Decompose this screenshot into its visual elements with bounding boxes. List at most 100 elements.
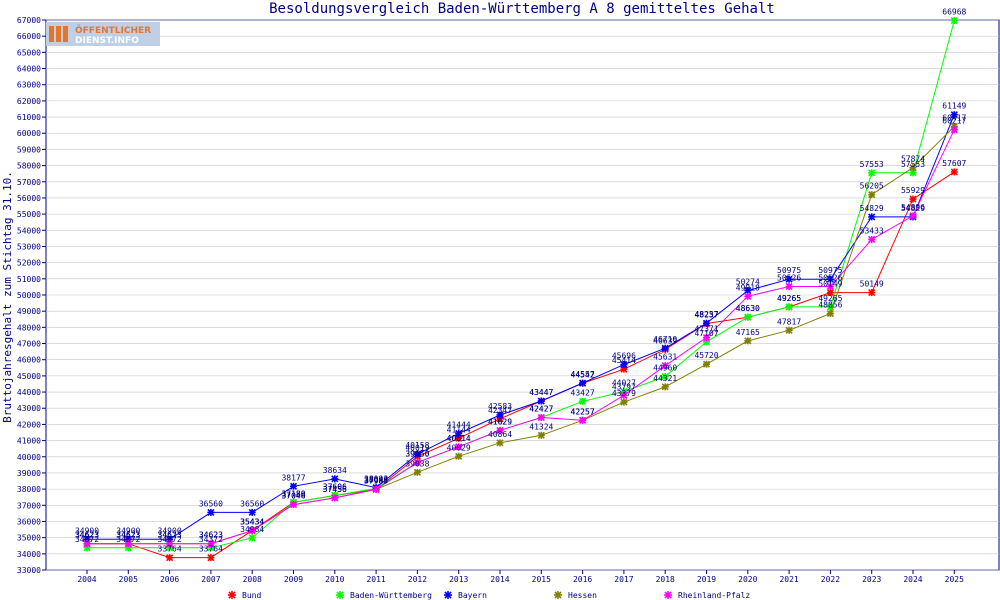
data-label: 48630 [736,304,760,313]
y-tick-label: 53000 [17,242,41,251]
data-point [909,169,917,177]
y-tick-label: 57000 [17,178,41,187]
svg-text:ÖFFENTLICHER: ÖFFENTLICHER [75,25,151,36]
data-point [620,391,628,399]
x-tick-label: 2013 [449,575,468,584]
data-point [868,169,876,177]
x-tick-label: 2009 [284,575,303,584]
data-label: 42257 [571,407,595,416]
y-tick-label: 34000 [17,550,41,559]
data-point [702,333,711,342]
data-label: 37046 [281,492,305,501]
data-label: 42257 [571,407,595,416]
data-point [166,554,174,562]
x-tick-label: 2019 [697,575,716,584]
data-point [826,275,834,283]
y-tick-label: 48000 [17,323,41,332]
data-point [868,191,876,199]
data-point [455,452,463,460]
svg-text:DIENST.INFO: DIENST.INFO [75,36,139,46]
y-tick-label: 40000 [17,453,41,462]
y-tick-label: 33000 [17,566,41,575]
x-tick-label: 2022 [821,575,840,584]
y-tick-label: 41000 [17,437,41,446]
data-label: 44027 [612,379,636,388]
data-label: 37180 [281,489,305,498]
data-label: 37606 [323,482,347,491]
legend-item: Hessen [554,591,597,600]
x-tick-label: 2007 [201,575,220,584]
data-point [248,534,256,542]
data-label: 43447 [529,388,553,397]
data-label: 37606 [323,482,347,491]
x-tick-label: 2004 [77,575,96,584]
data-label: 34372 [116,535,140,544]
data-label: 50975 [777,266,801,275]
data-point [496,411,504,419]
data-point [331,494,339,502]
data-point [537,397,545,405]
y-tick-label: 63000 [17,81,41,90]
data-label: 34623 [199,531,223,540]
data-label: 50526 [818,273,842,282]
data-label: 34623 [75,531,99,540]
data-point [785,326,793,334]
data-label: 40019 [405,443,429,452]
data-point [744,337,752,345]
x-tick-label: 2010 [325,575,344,584]
data-point [579,416,587,424]
data-label: 34623 [116,531,140,540]
data-label: 37456 [323,485,347,494]
y-tick-label: 37000 [17,501,41,510]
data-label: 47817 [777,317,801,326]
y-tick-label: 43000 [17,404,41,413]
data-label: 46639 [653,336,677,345]
x-tick-label: 2005 [119,575,138,584]
data-label: 34372 [199,535,223,544]
data-label: 41444 [447,420,471,429]
data-point [496,426,504,434]
data-label: 50149 [818,280,842,289]
y-tick-label: 56000 [17,194,41,203]
y-tick-label: 42000 [17,420,41,429]
data-label: 54896 [901,203,925,212]
data-label: 53433 [860,226,884,235]
data-point [785,282,793,291]
series-line-bayern [87,114,955,540]
legend-label: Bund [242,591,261,600]
data-point [620,398,628,406]
data-label: 37985 [364,476,388,485]
legend-marker [554,591,562,599]
data-label: 50274 [736,278,760,287]
data-point [909,164,917,172]
data-label: 47371 [694,325,718,334]
legend-marker [228,591,236,599]
data-label: 57874 [901,155,925,164]
data-label: 49918 [736,283,760,292]
data-point [207,554,215,562]
data-label: 36560 [240,499,264,508]
data-point [909,212,917,220]
y-tick-label: 44000 [17,388,41,397]
data-label: 43427 [571,388,595,397]
data-label: 34900 [158,526,182,535]
y-tick-label: 54000 [17,226,41,235]
data-point [331,475,339,483]
legend-item: Bund [228,591,261,600]
x-tick-label: 2018 [656,575,675,584]
data-label: 42427 [529,405,553,414]
data-point [372,485,380,493]
data-label: 40158 [405,441,429,450]
data-label: 48630 [736,304,760,313]
data-label: 37456 [323,485,347,494]
data-point [620,361,628,369]
data-point [289,500,298,509]
data-label: 34623 [158,531,182,540]
data-label: 38043 [364,475,388,484]
data-label: 50975 [818,266,842,275]
data-label: 34900 [75,526,99,535]
y-tick-label: 64000 [17,65,41,74]
data-label: 41629 [488,417,512,426]
data-label: 43447 [529,388,553,397]
data-point [909,195,917,203]
